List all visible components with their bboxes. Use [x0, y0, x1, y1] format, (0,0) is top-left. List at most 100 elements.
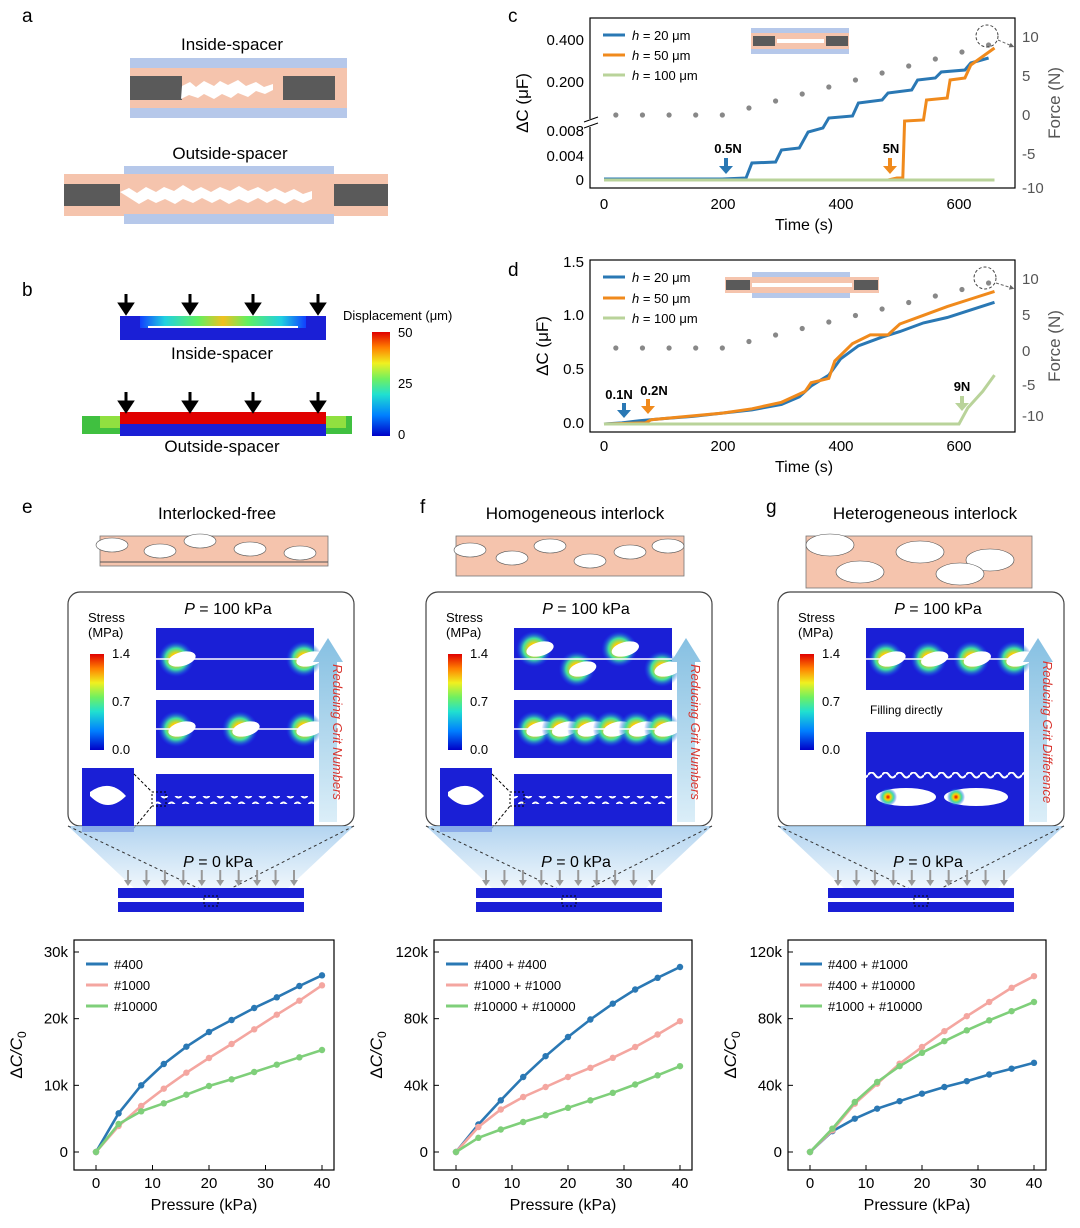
x-axis-label: Time (s) [775, 459, 833, 476]
data-point [475, 1123, 482, 1131]
data-point [1008, 1065, 1015, 1072]
zoom-connector [133, 773, 153, 793]
data-point [296, 997, 303, 1004]
annotation-5N: 5N [883, 141, 899, 174]
trend-label: Reducing Grit Difference [1040, 661, 1055, 803]
data-point [475, 1134, 482, 1142]
annotation-0-2N: 0.2N [640, 383, 668, 414]
annotation-text: 9N [954, 379, 971, 394]
annotation-text: 0.5N [714, 141, 741, 156]
y-tick-label: 0.400 [546, 32, 584, 49]
funnel-projection [68, 826, 354, 890]
data-point [542, 1052, 549, 1060]
axis-break-mark [583, 122, 599, 129]
data-point [1008, 1007, 1015, 1015]
pore-shape [835, 560, 885, 584]
stress-simulation [866, 628, 1034, 690]
pore-shape [143, 543, 177, 559]
spacer-block-left [130, 76, 182, 100]
legend-entry: #10000 [114, 999, 157, 1014]
stress-unit: (MPa) [446, 625, 481, 640]
outside-spacer-title: Outside-spacer [172, 144, 288, 163]
series-line-h50 [604, 46, 996, 182]
stress-colorbar [90, 654, 104, 750]
data-point [918, 1090, 926, 1097]
y-tick-label: 30k [44, 944, 69, 961]
x-axis-label: Pressure (kPa) [864, 1197, 971, 1214]
fem-right-transition [326, 416, 346, 428]
chart-f: 0 10 20 30 40 0 40k 80k 120k Pressure (kPa) ΔC/C0 #… [367, 939, 693, 1214]
data-point [160, 1085, 167, 1092]
interlocked-gap [181, 80, 273, 99]
series-line-h50 [603, 289, 995, 426]
force-dot [693, 345, 699, 351]
pressure-arrowhead [648, 880, 656, 886]
plate-bottom [828, 902, 1014, 912]
stress-simulation [866, 732, 1024, 822]
trend-arrow [313, 638, 343, 822]
bottom-electrode-layer [130, 108, 347, 118]
pressure-arrowhead [611, 880, 620, 886]
stress-tick: 0.0 [470, 742, 488, 757]
force-dot [639, 345, 646, 351]
funnel-projection [426, 826, 712, 890]
fem-bottom-region [120, 424, 326, 436]
stress-title: Stress [446, 610, 483, 625]
stress-simulation [156, 628, 324, 690]
pressure-arrowhead [907, 880, 916, 886]
pressure-arrowhead [963, 880, 972, 886]
inside-spacer-fem: Inside-spacer [117, 294, 327, 363]
data-point [609, 1054, 616, 1062]
data-point [138, 1102, 145, 1110]
funnel-edge [933, 825, 1065, 893]
force-dot [879, 306, 885, 312]
pressure-arrowhead [271, 880, 280, 886]
legend-entry: h = 20 μm [632, 28, 690, 43]
data-point [941, 1027, 948, 1035]
y2-tick-label: 10 [1022, 29, 1039, 46]
fem-top-red-region [120, 412, 326, 426]
pressure-arrowhead [253, 880, 262, 886]
pressure-label-top: P = 100 kPa [542, 601, 630, 618]
data-point [497, 1126, 504, 1133]
force-arrows [117, 294, 327, 316]
x-axis-label: Pressure (kPa) [510, 1197, 617, 1214]
data-point [251, 1068, 258, 1076]
legend-entry: h = 50 μm [632, 291, 690, 306]
data-point [251, 1004, 258, 1012]
series-line-h20 [604, 56, 990, 181]
colorbar-tick: 0 [398, 427, 405, 442]
stress-hotspot [879, 788, 897, 806]
pressure-arrowhead [124, 880, 132, 886]
stress-simulation [156, 774, 314, 826]
y-tick-label: 0 [420, 1144, 428, 1161]
legend-entry: #10000 + #10000 [474, 999, 576, 1014]
plate-bottom [476, 902, 662, 912]
data-point [115, 1120, 122, 1128]
data-point [896, 1097, 903, 1105]
force-dot [932, 293, 938, 299]
force-arrowhead [117, 302, 135, 316]
pore-shape [283, 545, 317, 561]
data-point [183, 1043, 190, 1050]
y-axis-label: ΔC/C0 [721, 1031, 743, 1079]
force-dot [772, 98, 779, 104]
wavy-interface [514, 796, 672, 804]
panel-e-letter: e [22, 497, 33, 518]
stress-tick: 1.4 [822, 646, 840, 661]
force-dot [719, 112, 725, 118]
data-point [273, 1011, 280, 1018]
data-point [520, 1073, 527, 1081]
stress-tick: 0.7 [822, 694, 840, 709]
y-axis-label: ΔC/C0 [367, 1031, 389, 1079]
cross-section [455, 535, 685, 577]
annotation-arrow [719, 158, 733, 174]
data-point [251, 1026, 258, 1033]
data-point [138, 1082, 145, 1089]
inset-device-icon [725, 272, 879, 298]
colorbar-title: Displacement (μm) [343, 308, 452, 323]
data-point [115, 1110, 122, 1117]
pore-shape [651, 538, 685, 554]
y-tick-label: 0.5 [563, 361, 584, 378]
pressure-arrowhead [518, 880, 527, 886]
